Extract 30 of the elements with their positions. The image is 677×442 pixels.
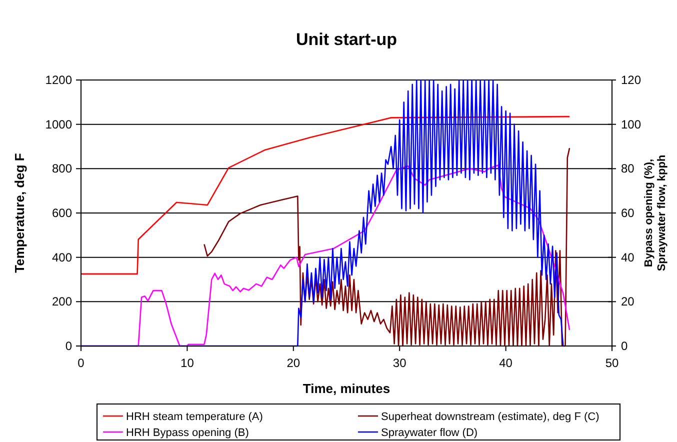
y2-tick-label: 80 — [621, 162, 635, 176]
chart-title: Unit start-up — [296, 30, 398, 49]
y2-tick-label: 40 — [621, 250, 635, 264]
line-series — [80, 116, 570, 275]
legend-label: HRH steam temperature (A) — [126, 411, 263, 423]
y-tick-label: 200 — [52, 294, 72, 309]
x-tick-label: 10 — [180, 356, 194, 370]
legend-label: HRH Bypass opening (B) — [126, 427, 249, 439]
line-series — [204, 147, 570, 347]
y-tick-label: 600 — [52, 206, 72, 220]
x-axis-title: Time, minutes — [302, 381, 390, 396]
x-tick-label: 40 — [499, 356, 513, 370]
x-tick-label: 20 — [286, 356, 300, 370]
x-tick-label: 50 — [605, 356, 619, 370]
y-axis-title: Temperature, deg F — [12, 153, 27, 273]
legend-label: Spraywater flow (D) — [381, 427, 478, 439]
x-tick-label: 30 — [392, 356, 407, 370]
y-tick-label: 1200 — [45, 73, 72, 87]
y-tick-label: 800 — [52, 162, 72, 176]
y-tick-label: 1000 — [45, 117, 72, 132]
y2-axis-title: Bypass opening (%), Spraywater flow, kpph — [643, 154, 668, 272]
legend-label: Superheat downstream (estimate), deg F (C) — [381, 411, 600, 423]
y2-tick-label: 100 — [621, 117, 642, 132]
y2-tick-label: 120 — [621, 73, 642, 87]
y-tick-label: 400 — [52, 250, 72, 264]
x-tick-label: 0 — [78, 356, 85, 370]
y-tick-label: 0 — [65, 339, 72, 353]
y2-tick-label: 0 — [621, 339, 628, 353]
y2-tick-label: 20 — [621, 294, 635, 309]
y2-tick-label: 60 — [621, 206, 635, 220]
